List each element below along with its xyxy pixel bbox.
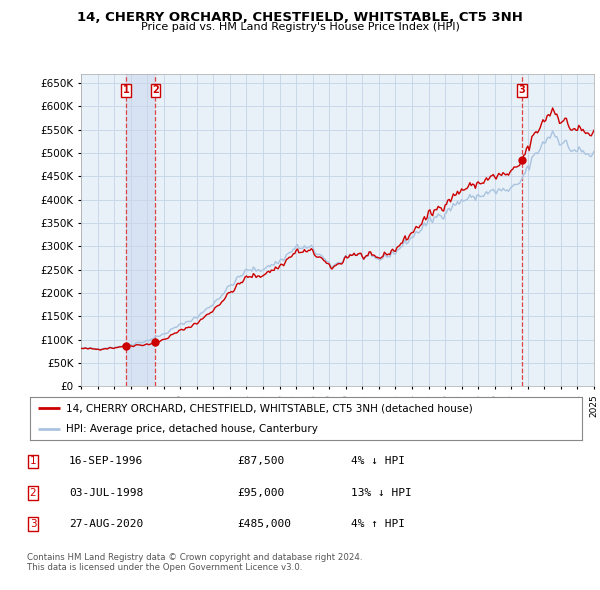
Text: 3: 3	[29, 519, 37, 529]
Text: £95,000: £95,000	[237, 488, 284, 497]
Text: Contains HM Land Registry data © Crown copyright and database right 2024.: Contains HM Land Registry data © Crown c…	[27, 553, 362, 562]
Text: HPI: Average price, detached house, Canterbury: HPI: Average price, detached house, Cant…	[66, 424, 318, 434]
Text: £485,000: £485,000	[237, 519, 291, 529]
Text: 1: 1	[122, 85, 129, 95]
Text: 2: 2	[152, 85, 159, 95]
Bar	[126, 74, 155, 386]
Text: Price paid vs. HM Land Registry's House Price Index (HPI): Price paid vs. HM Land Registry's House …	[140, 22, 460, 32]
Text: 4% ↑ HPI: 4% ↑ HPI	[351, 519, 405, 529]
Text: 4% ↓ HPI: 4% ↓ HPI	[351, 457, 405, 466]
Text: 14, CHERRY ORCHARD, CHESTFIELD, WHITSTABLE, CT5 3NH: 14, CHERRY ORCHARD, CHESTFIELD, WHITSTAB…	[77, 11, 523, 24]
Text: This data is licensed under the Open Government Licence v3.0.: This data is licensed under the Open Gov…	[27, 563, 302, 572]
Text: £87,500: £87,500	[237, 457, 284, 466]
Text: 13% ↓ HPI: 13% ↓ HPI	[351, 488, 412, 497]
Text: 03-JUL-1998: 03-JUL-1998	[69, 488, 143, 497]
Text: 2: 2	[29, 488, 37, 497]
Text: 3: 3	[518, 85, 526, 95]
Text: 16-SEP-1996: 16-SEP-1996	[69, 457, 143, 466]
Text: 27-AUG-2020: 27-AUG-2020	[69, 519, 143, 529]
Text: 1: 1	[29, 457, 37, 466]
Text: 14, CHERRY ORCHARD, CHESTFIELD, WHITSTABLE, CT5 3NH (detached house): 14, CHERRY ORCHARD, CHESTFIELD, WHITSTAB…	[66, 403, 473, 413]
